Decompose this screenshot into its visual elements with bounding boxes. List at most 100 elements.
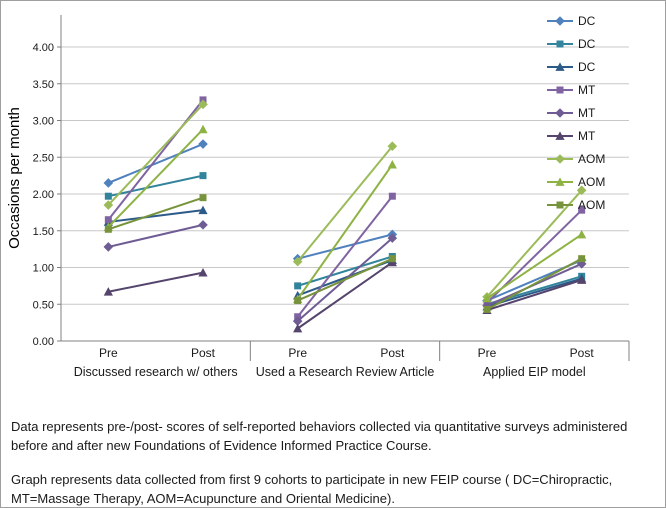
caption-text: Graph represents data collected from fir… [11,471,613,506]
category-label: Post [191,346,216,360]
marker-diamond [576,185,587,196]
legend-item: AOM [547,152,605,166]
marker-diamond [198,139,208,149]
legend-item: MT [547,129,596,143]
marker-triangle [555,177,565,186]
gridlines [61,46,629,305]
marker-square [104,216,112,224]
series-line [108,174,204,198]
marker-triangle [103,287,113,296]
marker-diamond [292,256,303,267]
marker-square [556,201,564,209]
marker-square [104,192,112,200]
category-label: Post [380,346,405,360]
legend-item: MT [547,83,596,97]
marker-square [199,172,207,180]
marker-square [556,86,564,94]
marker-diamond [555,108,565,118]
marker-diamond [387,233,398,243]
series-line [297,255,393,287]
marker-square [294,297,302,305]
legend-label: AOM [578,175,605,189]
series-line [108,196,204,231]
legend-label: MT [578,83,596,97]
series-line [297,261,393,330]
marker-triangle [482,293,492,303]
legend-label: MT [578,129,596,143]
marker-square [388,192,396,200]
marker-triangle [387,160,397,169]
axes: 0.00 0.50 1.00 1.50 2.00 2.50 3.00 3.50 4.00 [33,15,630,361]
marker-triangle [555,62,565,71]
category-label: Pre [478,346,497,360]
series-line [107,103,204,206]
series-line [107,143,204,184]
legend: DC DC DC MT MT MT AOM AOM AOM [547,14,605,212]
series-line [486,257,583,311]
marker-diamond [198,99,208,110]
caption-text: Data represents pre-/post- scores of sel… [11,419,628,453]
marker-triangle [198,205,208,215]
marker-triangle [577,275,587,284]
series-mt-4 [103,220,587,326]
series-line [107,128,204,228]
legend-item: DC [547,37,596,51]
legend-label: AOM [578,152,605,166]
marker-square [388,255,396,263]
series-line [108,223,204,248]
marker-diamond [103,200,114,210]
series-line [297,257,393,302]
category-label: Pre [99,346,118,360]
marker-triangle [293,323,303,333]
y-tick-label: 2.50 [33,152,54,164]
legend-item: AOM [547,175,605,189]
y-axis-title: Occasions per month [6,107,23,249]
series-line [486,233,583,300]
series-line [108,209,204,223]
series-line [296,195,394,318]
legend-label: DC [578,14,596,28]
legend-label: DC [578,60,596,74]
marker-diamond [292,316,303,326]
caption-block: Data represents pre-/post- scores of sel… [1,410,665,507]
group-label: Applied EIP model [483,365,586,379]
marker-square [104,225,112,233]
series-line [296,145,394,263]
legend-item: MT [547,106,596,120]
marker-square [199,194,207,202]
legend-label: AOM [578,198,605,212]
series-dc-1 [104,172,586,308]
x-labels: Pre Post Discussed research w/ others Pre Po… [74,346,595,379]
marker-square [556,40,564,48]
marker-diamond [387,141,398,152]
category-label: Pre [288,346,307,360]
y-tick-label: 0.00 [33,336,54,348]
legend-label: MT [578,106,596,120]
legend-item: AOM [547,198,605,212]
y-tick-label: 1.50 [33,226,54,238]
marker-square [483,305,491,313]
y-tick-label: 2.00 [33,189,54,201]
marker-triangle [577,229,587,239]
group-label: Used a Research Review Article [256,365,435,379]
marker-triangle [555,131,565,140]
group-label: Discussed research w/ others [74,365,238,379]
series-aom-8 [104,194,586,313]
y-tick-label: 0.50 [33,299,54,311]
series-line [297,233,393,260]
marker-diamond [103,242,114,252]
marker-diamond [198,220,208,230]
marker-diamond [555,154,565,164]
series-line [296,164,394,300]
marker-diamond [555,16,565,26]
legend-item: DC [547,60,596,74]
marker-diamond [103,178,114,188]
series-line [486,279,582,312]
marker-square [294,282,302,290]
series-line [108,271,204,293]
legend-label: DC [578,37,596,51]
category-label: Post [570,346,595,360]
marker-triangle [198,124,208,134]
series-mt-3 [104,96,586,321]
